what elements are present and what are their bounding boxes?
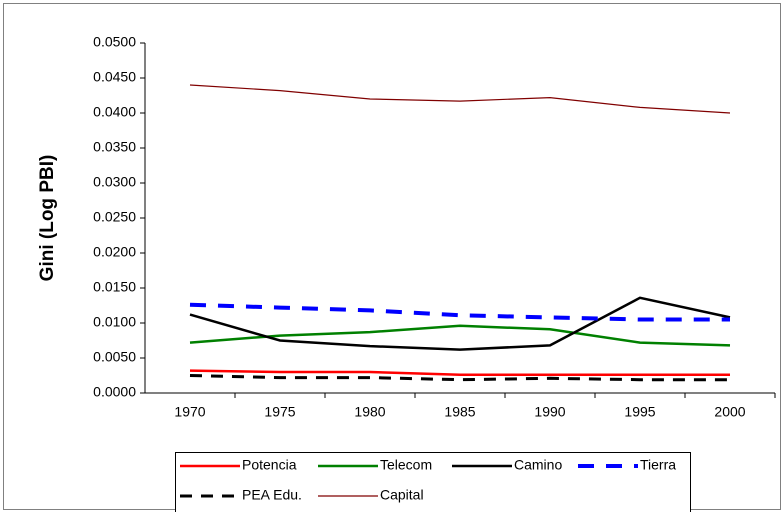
y-tick-label: 0.0350	[93, 139, 136, 155]
y-tick-label: 0.0450	[93, 69, 136, 85]
x-tick-label: 1975	[264, 404, 295, 420]
y-tick-label: 0.0300	[93, 174, 136, 190]
y-tick-label: 0.0250	[93, 209, 136, 225]
series-line	[189, 84, 731, 114]
legend-box	[175, 452, 691, 512]
y-tick-label: 0.0050	[93, 349, 136, 365]
series-line	[189, 302, 730, 322]
legend-label: Capital	[380, 487, 424, 503]
legend-label: Tierra	[640, 457, 676, 473]
y-tick-label: 0.0200	[93, 244, 136, 260]
legend-label: Camino	[514, 457, 562, 473]
series-line	[189, 324, 731, 347]
chart-frame	[3, 3, 781, 510]
y-tick-label: 0.0100	[93, 314, 136, 330]
y-tick-label: 0.0150	[93, 279, 136, 295]
legend-label: PEA Edu.	[242, 487, 302, 503]
x-tick-label: 1985	[444, 404, 475, 420]
y-tick-label: 0.0400	[93, 104, 136, 120]
x-tick-label: 1995	[624, 404, 655, 420]
y-tick-label: 0.0000	[93, 384, 136, 400]
legend-label: Potencia	[242, 457, 297, 473]
series-line	[189, 296, 731, 351]
series-line	[189, 374, 730, 382]
x-tick-label: 1980	[354, 404, 385, 420]
x-tick-label: 1990	[534, 404, 565, 420]
y-tick-label: 0.0500	[93, 34, 136, 50]
y-axis-label: Gini (Log PBI)	[37, 155, 58, 282]
x-tick-label: 2000	[714, 404, 745, 420]
x-tick-label: 1970	[174, 404, 205, 420]
series-line	[189, 369, 730, 377]
legend-label: Telecom	[380, 457, 432, 473]
